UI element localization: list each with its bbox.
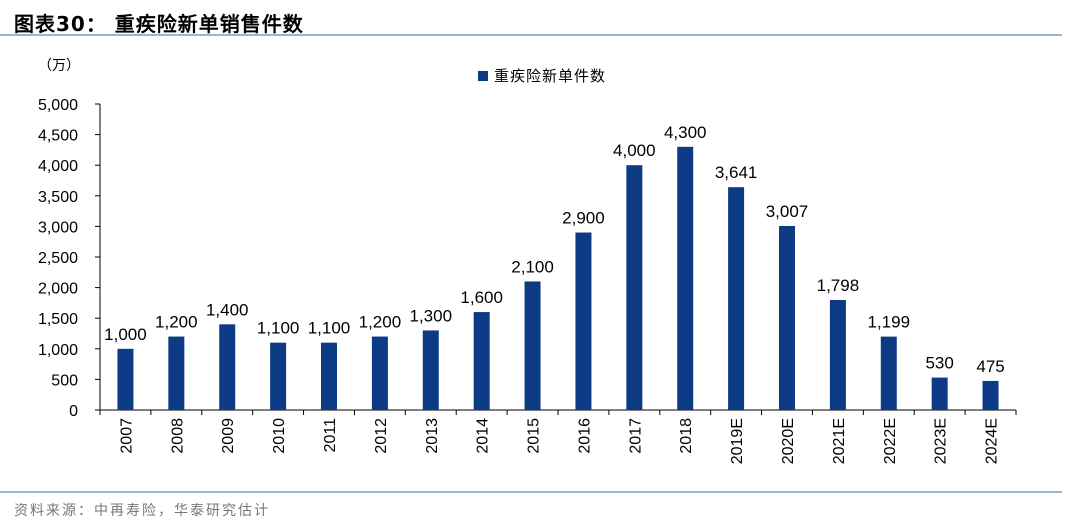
y-tick-label: 1,000 [38, 342, 78, 359]
y-tick-label: 1,500 [38, 311, 78, 328]
data-label: 2,900 [562, 209, 605, 228]
y-tick-label: 4,500 [38, 128, 78, 145]
data-label: 530 [925, 354, 953, 373]
y-axis: 0 500 1,000 1,500 2,000 2,500 3,000 3,500 4,000 4… [38, 97, 101, 420]
data-label: 3,641 [715, 163, 758, 182]
data-label: 4,300 [664, 123, 707, 142]
bottom-rule [0, 491, 1062, 493]
y-tick-label: 2,000 [38, 281, 78, 298]
x-tick-label: 2013 [424, 418, 441, 454]
y-tick-label: 5,000 [38, 97, 78, 114]
bar [626, 165, 643, 410]
bar [168, 336, 185, 410]
data-label: 1,100 [308, 319, 351, 338]
y-tick-label: 500 [51, 372, 78, 389]
x-tick-label: 2022E [882, 418, 899, 464]
bar [371, 336, 388, 410]
x-tick-label: 2017 [627, 418, 644, 454]
y-tick-label: 3,000 [38, 219, 78, 236]
data-label: 1,400 [206, 300, 249, 319]
x-tick-label: 2007 [118, 418, 135, 454]
data-label: 1,300 [410, 306, 453, 325]
y-unit-label: （万） [38, 58, 80, 74]
data-label: 1,199 [868, 313, 911, 332]
bar [728, 187, 745, 410]
data-label: 3,007 [766, 202, 809, 221]
x-tick-label: 2009 [220, 418, 237, 454]
data-label: 1,200 [359, 313, 402, 332]
bar [829, 299, 846, 410]
bar [931, 377, 948, 410]
data-label: 2,100 [511, 257, 554, 276]
data-label: 1,100 [257, 319, 300, 338]
data-label: 1,798 [817, 276, 860, 295]
x-tick-label: 2015 [526, 418, 543, 454]
data-label: 475 [976, 357, 1004, 376]
bar [219, 324, 236, 410]
bar [779, 225, 795, 410]
data-label: 1,600 [460, 288, 503, 307]
x-tick-label: 2008 [169, 418, 186, 454]
legend: 重疾险新单件数 [478, 67, 606, 85]
bar [524, 281, 541, 410]
legend-swatch [478, 71, 488, 81]
bar [982, 380, 999, 410]
y-tick-label: 0 [69, 403, 78, 420]
bar [575, 232, 592, 410]
bar [422, 330, 439, 410]
x-tick-label: 2024E [984, 418, 1001, 464]
x-tick-label: 2016 [576, 418, 593, 454]
x-tick-label: 2012 [373, 418, 390, 454]
data-label: 1,000 [104, 325, 147, 344]
bar [880, 336, 897, 410]
bar-chart: （万） 重疾险新单件数 0 500 1,000 1,500 2,000 2,500 3,00… [38, 58, 1017, 464]
data-label: 4,000 [613, 141, 656, 160]
x-tick-label: 2014 [475, 418, 492, 454]
source-note: 资料来源：中再寿险，华泰研究估计 [14, 503, 270, 519]
bar [677, 146, 694, 410]
y-tick-label: 2,500 [38, 250, 78, 267]
y-tick-label: 3,500 [38, 189, 78, 206]
x-tick-label: 2018 [678, 418, 695, 454]
top-rule [0, 34, 1062, 36]
y-tick-label: 4,000 [38, 158, 78, 175]
data-labels: 1,000 1,200 1,400 1,100 1,100 1,200 1,300 1,600… [104, 123, 1005, 376]
x-axis: 2007 2008 2009 2010 2011 2012 2013 2014 2015 2016… [99, 409, 1017, 464]
bar [473, 312, 490, 410]
bar [321, 342, 337, 410]
x-tick-label: 2019E [729, 418, 746, 464]
legend-label: 重疾险新单件数 [494, 67, 606, 85]
data-label: 1,200 [155, 313, 198, 332]
bars [117, 146, 999, 410]
bar [117, 348, 134, 410]
x-tick-label: 2021E [831, 418, 848, 464]
figure-title: 图表30： 重疾险新单销售件数 [14, 12, 304, 36]
bar [270, 342, 287, 410]
x-tick-label: 2020E [780, 418, 797, 464]
x-tick-label: 2023E [933, 418, 950, 464]
x-tick-label: 2011 [322, 418, 339, 453]
x-tick-label: 2010 [271, 418, 288, 454]
